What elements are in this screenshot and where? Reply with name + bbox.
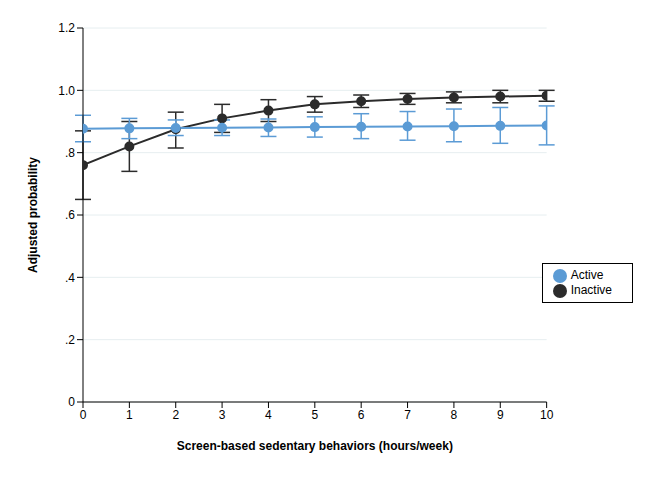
svg-text:9: 9 [497, 408, 504, 422]
html-text:Inactive: Inactive [570, 282, 612, 297]
svg-text:.2: .2 [65, 333, 75, 347]
svg-text:0: 0 [80, 408, 87, 422]
svg-text:.8: .8 [65, 146, 75, 160]
svg-text:10: 10 [540, 408, 554, 422]
svg-text:.4: .4 [65, 271, 75, 285]
svg-text:Adjusted probability: Adjusted probability [26, 157, 40, 273]
svg-text:0: 0 [68, 395, 75, 409]
svg-text:1.0: 1.0 [58, 84, 75, 98]
svg-text:2: 2 [172, 408, 179, 422]
svg-text:6: 6 [358, 408, 365, 422]
svg-text:Screen-based sedentary behavio: Screen-based sedentary behaviors (hours/… [177, 439, 453, 453]
svg-text:1.2: 1.2 [58, 21, 75, 35]
svg-text:5: 5 [311, 408, 318, 422]
svg-text:3: 3 [219, 408, 226, 422]
svg-text:.6: .6 [65, 208, 75, 222]
html-text:Active: Active [570, 268, 604, 282]
svg-text:4: 4 [265, 408, 272, 422]
svg-text:7: 7 [404, 408, 411, 422]
svg-text:1: 1 [126, 408, 133, 422]
svg-text:8: 8 [451, 408, 458, 422]
